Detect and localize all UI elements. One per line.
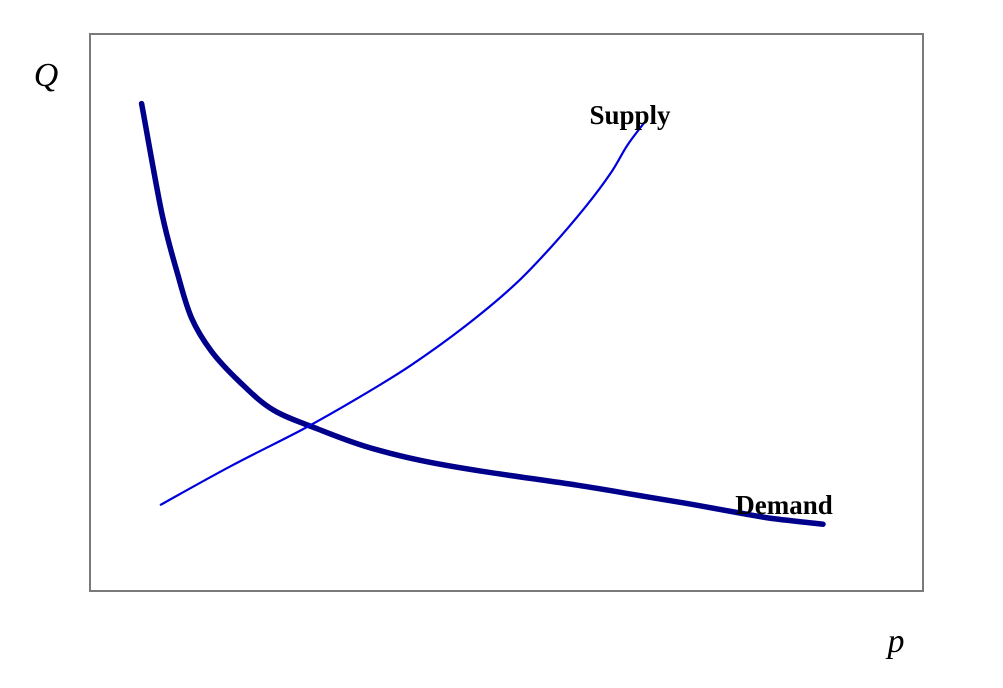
x-axis-label: p [886, 623, 905, 660]
demand-curve [138, 100, 826, 527]
demand-curve-label: Demand [735, 490, 833, 520]
supply-curve [159, 122, 645, 506]
supply-curve-label: Supply [589, 100, 671, 130]
y-axis-label: Q [34, 57, 59, 94]
plot-area-frame [89, 33, 924, 592]
series-layer [138, 100, 826, 527]
